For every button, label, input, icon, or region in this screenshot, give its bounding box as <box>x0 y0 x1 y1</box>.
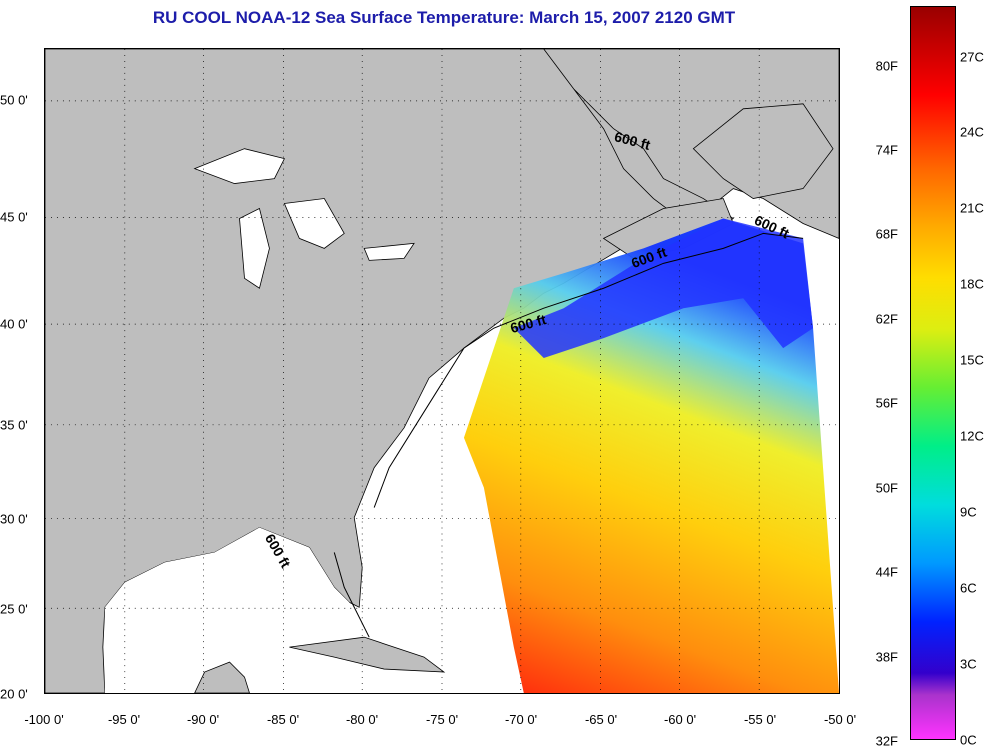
colorbar-c-label: 24C <box>960 124 984 140</box>
colorbar-c-label: 6C <box>960 580 977 596</box>
colorbar-c-label: 9C <box>960 504 977 520</box>
x-tick-label: -100 0' <box>24 712 64 727</box>
x-tick-label: -85 0' <box>266 712 300 727</box>
map-canvas: 600 ft 600 ft 600 ft 600 ft 600 ft <box>45 49 839 693</box>
land-newfoundland <box>692 103 834 199</box>
sst-map: 600 ft 600 ft 600 ft 600 ft 600 ft <box>44 48 840 694</box>
colorbar-f-label: 62F <box>875 311 898 327</box>
colorbar <box>910 6 956 740</box>
colorbar-c-label: 21C <box>960 200 984 216</box>
gulf-of-mexico <box>104 527 365 693</box>
x-tick-label: -90 0' <box>186 712 220 727</box>
x-tick-label: -60 0' <box>663 712 697 727</box>
land-yucatan <box>194 661 250 693</box>
graticule <box>45 49 839 693</box>
colorbar-f-label: 68F <box>875 226 898 242</box>
great-lakes <box>193 148 415 289</box>
colorbar-f-label: 80F <box>875 58 898 74</box>
sst-cold-water <box>513 218 814 359</box>
y-tick-label: 35 0' <box>0 417 28 433</box>
x-tick-label: -70 0' <box>504 712 538 727</box>
land-cuba <box>289 636 446 673</box>
colorbar-c-label: 15C <box>960 352 984 368</box>
x-tick-label: -50 0' <box>823 712 857 727</box>
y-tick-label: 40 0' <box>0 316 28 332</box>
x-tick-label: -95 0' <box>107 712 141 727</box>
colorbar-c-label: 27C <box>960 49 984 65</box>
colorbar-f-label: 56F <box>875 395 898 411</box>
colorbar-f-label: 74F <box>875 142 898 158</box>
colorbar-f-label: 44F <box>875 564 898 580</box>
y-tick-label: 25 0' <box>0 601 28 617</box>
x-tick-label: -75 0' <box>425 712 459 727</box>
colorbar-c-label: 3C <box>960 656 977 672</box>
colorbar-c-label: 12C <box>960 428 984 444</box>
x-tick-label: -55 0' <box>743 712 777 727</box>
colorbar-c-label: 18C <box>960 276 984 292</box>
y-tick-label: 30 0' <box>0 511 28 527</box>
y-tick-label: 50 0' <box>0 92 28 108</box>
colorbar-f-label: 38F <box>875 649 898 665</box>
y-tick-label: 45 0' <box>0 209 28 225</box>
map-title: RU COOL NOAA-12 Sea Surface Temperature:… <box>152 8 736 27</box>
colorbar-c-label: 0C <box>960 732 977 748</box>
y-tick-label: 20 0' <box>0 686 28 702</box>
x-tick-label: -80 0' <box>345 712 379 727</box>
colorbar-f-label: 32F <box>875 733 898 749</box>
colorbar-f-label: 50F <box>875 480 898 496</box>
isobath-600ft <box>333 232 804 638</box>
x-tick-label: -65 0' <box>584 712 618 727</box>
